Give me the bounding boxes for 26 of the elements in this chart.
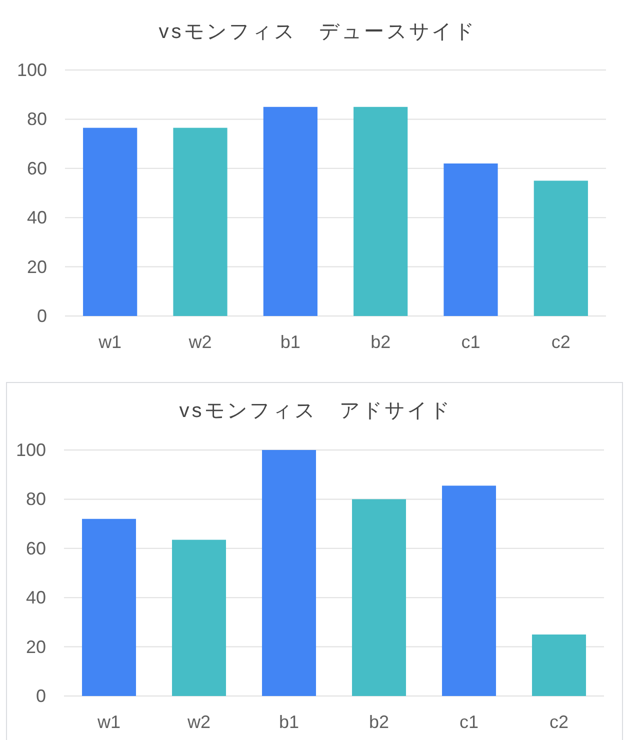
x-tick-label: w1 — [98, 332, 122, 352]
y-tick-label: 60 — [26, 158, 47, 178]
y-tick-label: 20 — [26, 256, 47, 277]
x-tick-label: b1 — [280, 332, 300, 352]
chart-title: vsモンフィス デュースサイド — [158, 21, 476, 43]
x-tick-label: b2 — [370, 332, 391, 352]
chart-title: vsモンフィス アドサイド — [179, 400, 452, 422]
x-tick-label: w1 — [96, 712, 121, 732]
y-tick-label: 60 — [26, 538, 46, 558]
x-tick-label: w2 — [186, 712, 211, 732]
y-tick-label: 80 — [26, 489, 46, 510]
x-tick-label: b2 — [368, 712, 390, 732]
y-tick-label: 100 — [16, 60, 47, 80]
x-tick-label: c1 — [459, 712, 479, 732]
x-tick-label: c1 — [461, 332, 480, 352]
y-tick-label: 0 — [36, 306, 47, 326]
y-tick-label: 40 — [26, 588, 46, 608]
y-tick-label: 80 — [26, 109, 47, 130]
y-tick-label: 20 — [26, 636, 46, 657]
y-tick-label: 40 — [26, 208, 47, 228]
x-tick-label: b1 — [278, 712, 300, 732]
x-tick-label: w2 — [188, 332, 212, 352]
y-tick-label: 0 — [36, 686, 46, 706]
x-tick-label: c2 — [549, 712, 569, 732]
x-tick-label: c2 — [551, 332, 570, 352]
y-tick-label: 100 — [16, 440, 46, 460]
